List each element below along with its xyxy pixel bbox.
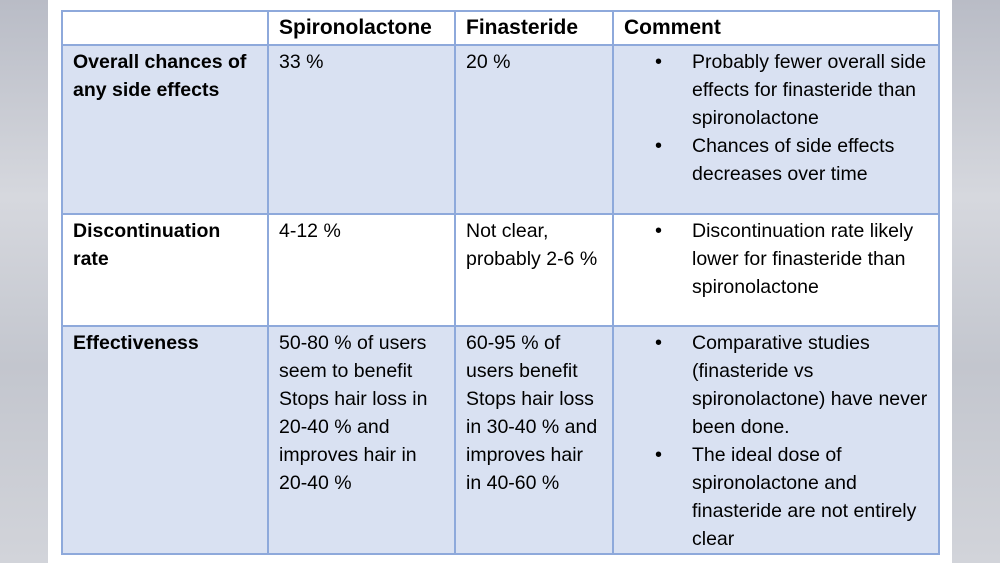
cell-line: Stops hair loss in 20-40 % and improves …	[279, 388, 428, 494]
cell-line: 60-95 % of users benefit	[466, 332, 578, 382]
comparison-table: Spironolactone Finasteride Comment Overa…	[61, 10, 940, 555]
slide-page: Spironolactone Finasteride Comment Overa…	[48, 0, 952, 563]
blurred-background-right	[952, 0, 1000, 563]
comment-item: Chances of side effects decreases over t…	[655, 132, 928, 188]
header-finasteride: Finasteride	[454, 10, 614, 46]
comment-cell: Probably fewer overall side effects for …	[612, 44, 940, 215]
comment-list: Discontinuation rate likely lower for fi…	[624, 217, 928, 301]
row-label: Discontinuation rate	[61, 213, 269, 327]
comment-list: Comparative studies (finasteride vs spir…	[624, 329, 928, 553]
cell-line: Stops hair loss in 30-40 % and improves …	[466, 388, 598, 494]
spironolactone-cell: 4-12 %	[267, 213, 456, 327]
spironolactone-cell: 33 %	[267, 44, 456, 215]
row-label: Overall chances of any side effects	[61, 44, 269, 215]
finasteride-cell: 20 %	[454, 44, 614, 215]
finasteride-cell: Not clear, probably 2-6 %	[454, 213, 614, 327]
header-spironolactone: Spironolactone	[267, 10, 456, 46]
table-row: Overall chances of any side effects 33 %…	[61, 44, 940, 215]
comment-item: Comparative studies (finasteride vs spir…	[655, 329, 928, 441]
header-empty	[61, 10, 269, 46]
header-row: Spironolactone Finasteride Comment	[61, 10, 940, 46]
comment-cell: Discontinuation rate likely lower for fi…	[612, 213, 940, 327]
cell-line: 50-80 % of users seem to benefit	[279, 332, 427, 382]
table-row: Effectiveness 50-80 % of users seem to b…	[61, 325, 940, 555]
spironolactone-cell: 50-80 % of users seem to benefit Stops h…	[267, 325, 456, 555]
blurred-background-left	[0, 0, 48, 563]
finasteride-cell: 60-95 % of users benefit Stops hair loss…	[454, 325, 614, 555]
header-comment: Comment	[612, 10, 940, 46]
row-label: Effectiveness	[61, 325, 269, 555]
comment-item: Probably fewer overall side effects for …	[655, 48, 928, 132]
comment-cell: Comparative studies (finasteride vs spir…	[612, 325, 940, 555]
comment-item: The ideal dose of spironolactone and fin…	[655, 441, 928, 553]
comment-list: Probably fewer overall side effects for …	[624, 48, 928, 188]
comment-item: Discontinuation rate likely lower for fi…	[655, 217, 928, 301]
table-row: Discontinuation rate 4-12 % Not clear, p…	[61, 213, 940, 327]
